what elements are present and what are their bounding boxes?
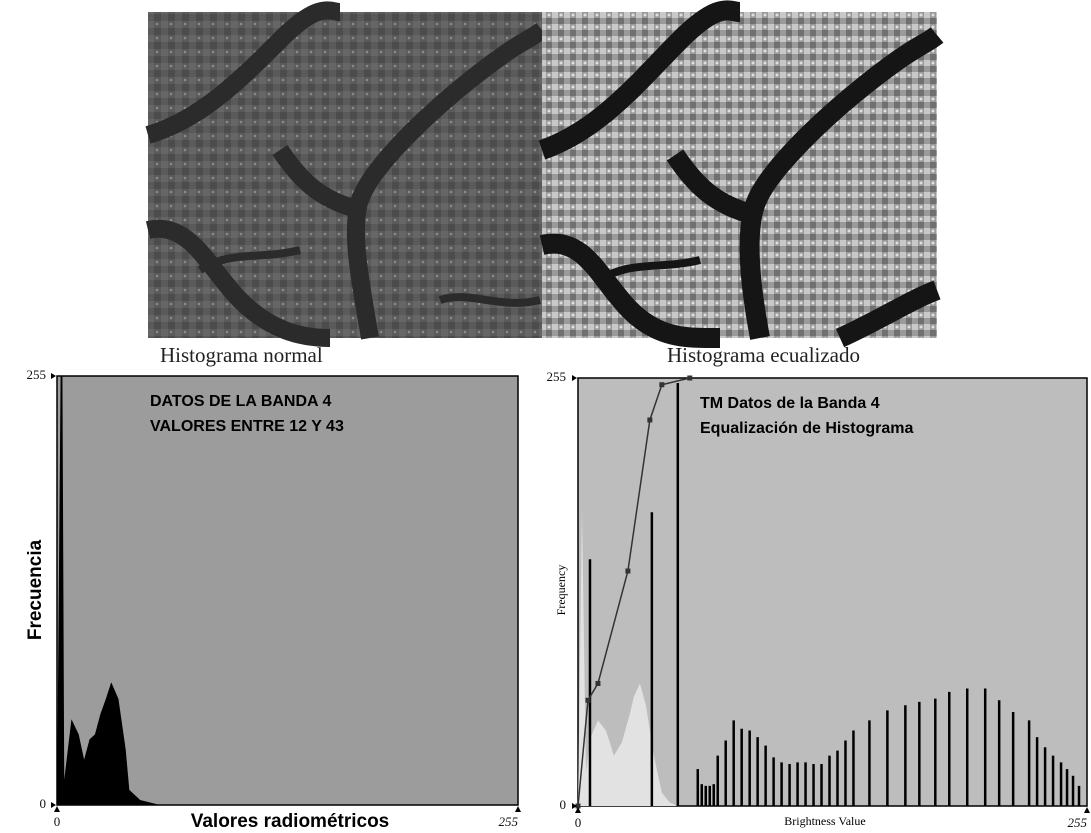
x-tick-label: 255 bbox=[499, 814, 519, 829]
y-tick-mark bbox=[572, 375, 577, 381]
x-axis-label: Valores radiométricos bbox=[191, 811, 390, 832]
y-tick-mark bbox=[51, 802, 56, 808]
y-axis-label: Frequency bbox=[554, 565, 568, 616]
line-marker bbox=[625, 569, 630, 574]
figure: Histograma normal Histograma ecualizado … bbox=[0, 0, 1091, 833]
line-marker bbox=[687, 376, 692, 381]
x-tick-mark bbox=[54, 806, 60, 812]
plot-background bbox=[578, 378, 1087, 806]
annotation: VALORES ENTRE 12 Y 43 bbox=[150, 418, 344, 435]
line-marker bbox=[585, 698, 590, 703]
x-tick-label: 0 bbox=[54, 814, 61, 829]
y-tick-label: 255 bbox=[27, 367, 47, 382]
x-tick-label: 0 bbox=[575, 815, 582, 830]
satellite-image-normal bbox=[148, 10, 542, 338]
y-tick-label: 255 bbox=[547, 369, 567, 384]
annotation: Equalización de Histograma bbox=[700, 420, 913, 437]
image-caption: Histograma normal bbox=[160, 343, 323, 367]
x-tick-label: 255 bbox=[1068, 815, 1088, 830]
annotation: TM Datos de la Banda 4 bbox=[700, 395, 880, 412]
y-tick-label: 0 bbox=[560, 797, 567, 812]
plot-background bbox=[57, 376, 518, 805]
line-marker bbox=[659, 382, 664, 387]
y-axis-label: Frecuencia bbox=[25, 539, 46, 640]
x-tick-mark bbox=[1084, 807, 1090, 813]
x-tick-mark bbox=[515, 806, 521, 812]
page: {"images": [{"caption": "Histograma norm… bbox=[0, 0, 1091, 833]
annotation: DATOS DE LA BANDA 4 bbox=[150, 393, 331, 410]
image-caption: Histograma ecualizado bbox=[667, 343, 860, 367]
line-marker bbox=[647, 417, 652, 422]
y-tick-mark bbox=[51, 373, 56, 379]
line-marker bbox=[595, 681, 600, 686]
x-axis-label: Brightness Value bbox=[784, 814, 865, 828]
satellite-image-equalized bbox=[542, 10, 937, 338]
y-tick-label: 0 bbox=[40, 796, 47, 811]
